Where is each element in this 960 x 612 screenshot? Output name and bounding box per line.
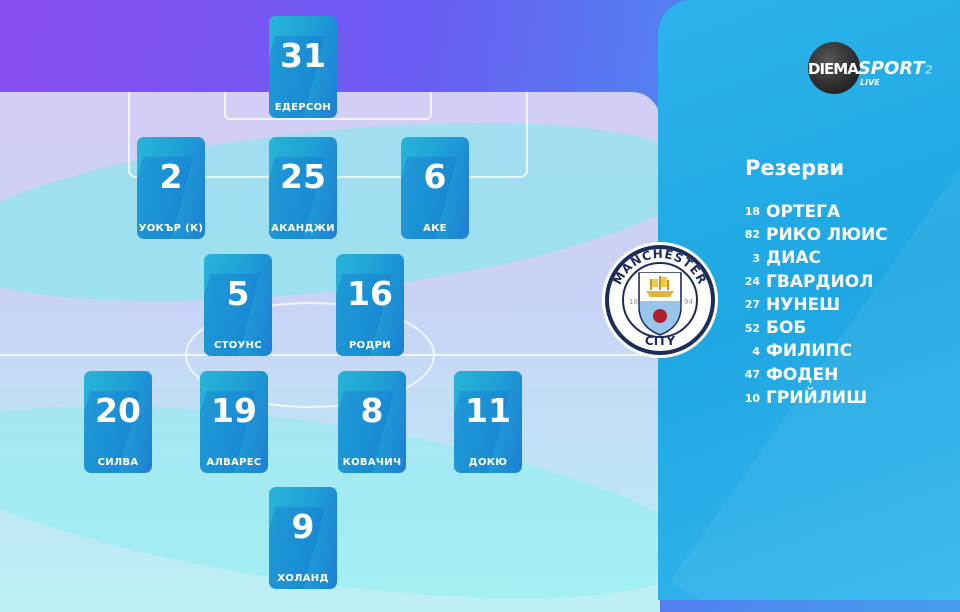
broadcaster-logo-text: DIEMASPORT2 bbox=[808, 58, 933, 79]
reserve-name: ФИЛИПС bbox=[766, 341, 853, 362]
player-name: ЕДЕРСОН bbox=[274, 102, 332, 113]
reserve-player: 82 РИКО ЛЮИС bbox=[736, 223, 888, 246]
reserve-number: 52 bbox=[744, 321, 760, 335]
center-circle bbox=[185, 302, 435, 408]
player-card: 5 СТОУНС bbox=[204, 254, 272, 356]
reserve-number: 82 bbox=[744, 228, 760, 242]
player-card: 19 АЛВАРЕС bbox=[200, 371, 268, 473]
player-name: СТОУНС bbox=[214, 340, 262, 351]
player-number: 6 bbox=[423, 157, 447, 196]
reserves-panel: DIEMASPORT2 LIVE Резерви 18 ОРТЕГА 82 РИКО … bbox=[658, 0, 960, 600]
reserve-player: 18 ОРТЕГА bbox=[736, 200, 888, 223]
player-card: 25 АКАНДЖИ bbox=[269, 137, 337, 239]
player-number: 31 bbox=[280, 36, 326, 75]
reserve-name: ФОДЕН bbox=[766, 364, 839, 385]
player-number: 5 bbox=[226, 274, 250, 313]
reserve-number: 27 bbox=[744, 298, 760, 312]
crest-bottom-text: CITY bbox=[645, 334, 675, 348]
player-card: 20 СИЛВА bbox=[84, 371, 152, 473]
player-card: 31 ЕДЕРСОН bbox=[269, 16, 337, 118]
reserve-name: РИКО ЛЮИС bbox=[766, 224, 888, 245]
player-card: 9 ХОЛАНД bbox=[269, 487, 337, 589]
live-label: LIVE bbox=[860, 78, 880, 87]
reserve-player: 10 ГРИЙЛИШ bbox=[736, 386, 888, 409]
player-number: 20 bbox=[95, 391, 141, 430]
player-card: 2 УОКЪР (К) bbox=[137, 137, 205, 239]
reserve-number: 3 bbox=[752, 251, 760, 265]
player-number: 11 bbox=[465, 391, 511, 430]
player-number: 9 bbox=[291, 507, 315, 546]
reserve-number: 24 bbox=[744, 275, 760, 289]
club-crest: MANCHESTER CITY 18 94 bbox=[602, 242, 718, 358]
reserve-number: 4 bbox=[752, 344, 760, 358]
player-name: ДОКЮ bbox=[468, 457, 508, 468]
player-card: 11 ДОКЮ bbox=[454, 371, 522, 473]
player-name: ХОЛАНД bbox=[277, 573, 329, 584]
reserve-player: 3 ДИАС bbox=[736, 247, 888, 270]
crest-year-right: 94 bbox=[684, 298, 693, 306]
reserve-name: ДИАС bbox=[766, 248, 822, 269]
goal-box bbox=[224, 92, 432, 120]
reserve-player: 27 НУНЕШ bbox=[736, 293, 888, 316]
reserve-number: 18 bbox=[744, 205, 760, 219]
crest-year-left: 18 bbox=[629, 298, 638, 306]
player-name: КОВАЧИЧ bbox=[342, 457, 402, 468]
player-number: 19 bbox=[211, 391, 257, 430]
player-name: АЛВАРЕС bbox=[206, 457, 262, 468]
player-card: 6 АКЕ bbox=[401, 137, 469, 239]
reserve-name: НУНЕШ bbox=[766, 294, 841, 315]
reserve-number: 47 bbox=[744, 368, 760, 382]
player-number: 25 bbox=[280, 157, 326, 196]
reserve-player: 4 ФИЛИПС bbox=[736, 340, 888, 363]
player-number: 8 bbox=[360, 391, 384, 430]
player-card: 8 КОВАЧИЧ bbox=[338, 371, 406, 473]
reserve-player: 24 ГВАРДИОЛ bbox=[736, 270, 888, 293]
reserve-player: 47 ФОДЕН bbox=[736, 363, 888, 386]
reserve-name: ОРТЕГА bbox=[766, 201, 841, 222]
player-name: РОДРИ bbox=[349, 340, 391, 351]
reserves-list: 18 ОРТЕГА 82 РИКО ЛЮИС 3 ДИАС 24 ГВАРДИОЛ 27 НУНЕ… bbox=[736, 200, 888, 410]
reserve-number: 10 bbox=[744, 391, 760, 405]
player-number: 16 bbox=[347, 274, 393, 313]
broadcaster-logo bbox=[808, 42, 860, 94]
player-name: АКАНДЖИ bbox=[271, 223, 335, 234]
reserve-name: БОБ bbox=[766, 318, 807, 339]
reserve-player: 52 БОБ bbox=[736, 316, 888, 339]
reserves-title: Резерви bbox=[745, 156, 845, 180]
reserve-name: ГРИЙЛИШ bbox=[766, 388, 868, 409]
reserve-name: ГВАРДИОЛ bbox=[766, 271, 874, 292]
player-number: 2 bbox=[159, 157, 183, 196]
player-name: АКЕ bbox=[423, 223, 447, 234]
player-name: СИЛВА bbox=[97, 457, 139, 468]
player-card: 16 РОДРИ bbox=[336, 254, 404, 356]
player-name: УОКЪР (К) bbox=[138, 223, 204, 234]
